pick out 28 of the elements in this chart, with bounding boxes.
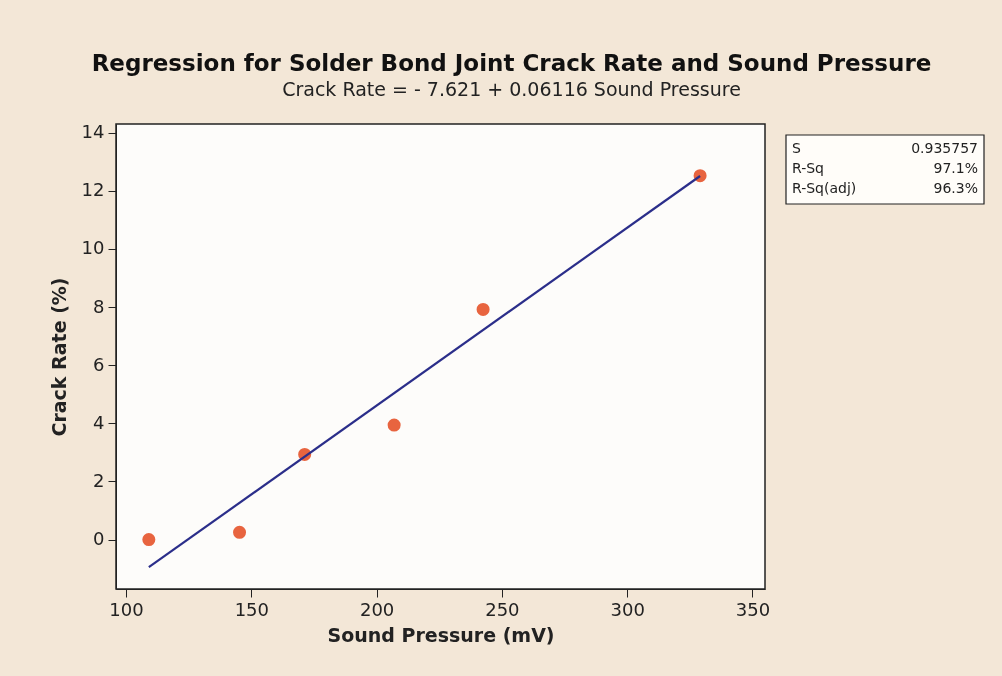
y-tick-label: 14 bbox=[81, 121, 105, 143]
x-tick-label: 350 bbox=[735, 598, 771, 620]
x-axis-title: Sound Pressure (mV) bbox=[327, 623, 555, 646]
chart-subtitle: Crack Rate = - 7.621 + 0.06116 Sound Pressure bbox=[282, 77, 741, 100]
text: S bbox=[792, 140, 801, 156]
x-tick-label: 150 bbox=[234, 598, 269, 620]
point bbox=[233, 525, 247, 539]
text: 97.1% bbox=[933, 160, 978, 176]
text: 0.935757 bbox=[911, 140, 978, 156]
y-axis-title: Crack Rate (%) bbox=[47, 277, 70, 437]
y-tick-label: 4 bbox=[93, 411, 105, 433]
y-tick-label: 6 bbox=[93, 353, 105, 375]
y-tick-label: 2 bbox=[93, 469, 105, 491]
point bbox=[387, 418, 401, 432]
text: R-Sq(adj) bbox=[792, 180, 857, 196]
text: 96.3% bbox=[933, 180, 978, 196]
y-tick-label: 8 bbox=[93, 295, 105, 317]
chart-title: Regression for Solder Bond Joint Crack Rate and Sound Pressure bbox=[91, 49, 932, 76]
x-tick-label: 250 bbox=[485, 598, 520, 620]
text: R-Sq bbox=[792, 160, 824, 176]
x-tick-label: 300 bbox=[610, 598, 645, 620]
y-tick-label: 0 bbox=[93, 528, 105, 550]
point bbox=[476, 302, 490, 316]
x-tick-label: 200 bbox=[359, 598, 395, 620]
x-tick-label: 100 bbox=[109, 598, 144, 620]
y-tick-label: 10 bbox=[81, 237, 105, 259]
point bbox=[142, 533, 156, 547]
y-tick-label: 12 bbox=[81, 179, 105, 201]
